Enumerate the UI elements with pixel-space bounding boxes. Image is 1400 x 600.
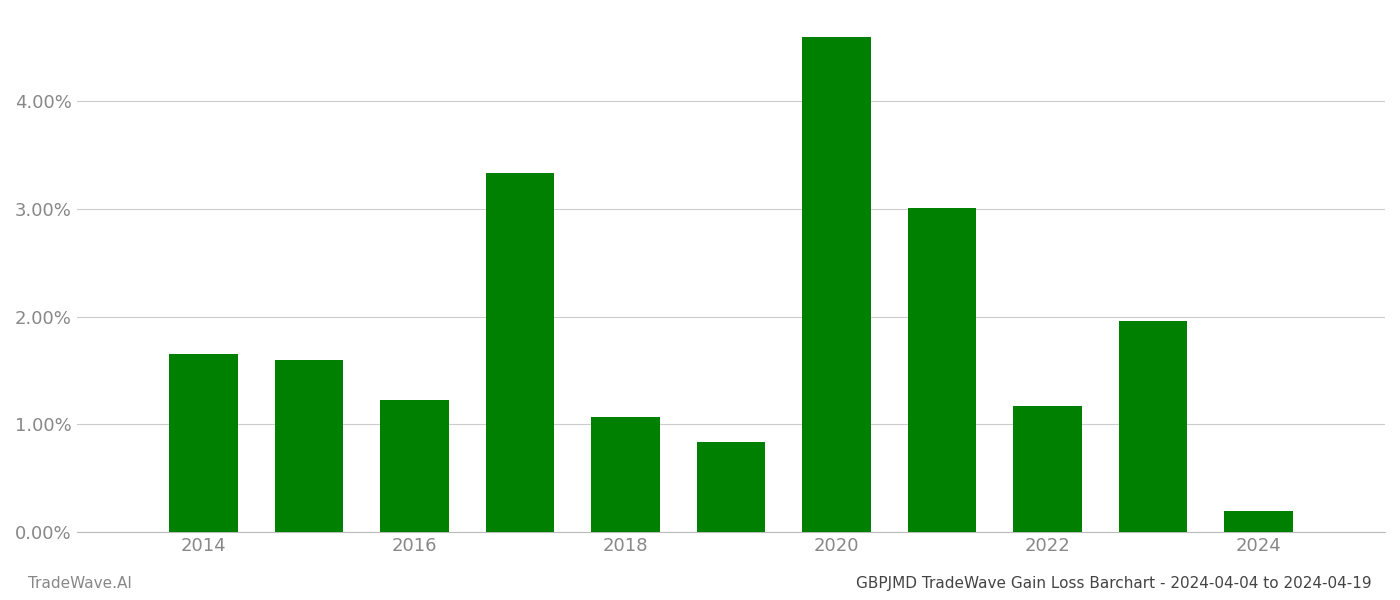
Text: TradeWave.AI: TradeWave.AI: [28, 576, 132, 591]
Bar: [1224, 511, 1292, 532]
Bar: [697, 442, 766, 532]
Bar: [1119, 321, 1187, 532]
Bar: [591, 417, 659, 532]
Bar: [802, 37, 871, 532]
Bar: [907, 208, 976, 532]
Bar: [169, 355, 238, 532]
Text: GBPJMD TradeWave Gain Loss Barchart - 2024-04-04 to 2024-04-19: GBPJMD TradeWave Gain Loss Barchart - 20…: [857, 576, 1372, 591]
Bar: [486, 173, 554, 532]
Bar: [1014, 406, 1082, 532]
Bar: [274, 360, 343, 532]
Bar: [379, 400, 448, 532]
